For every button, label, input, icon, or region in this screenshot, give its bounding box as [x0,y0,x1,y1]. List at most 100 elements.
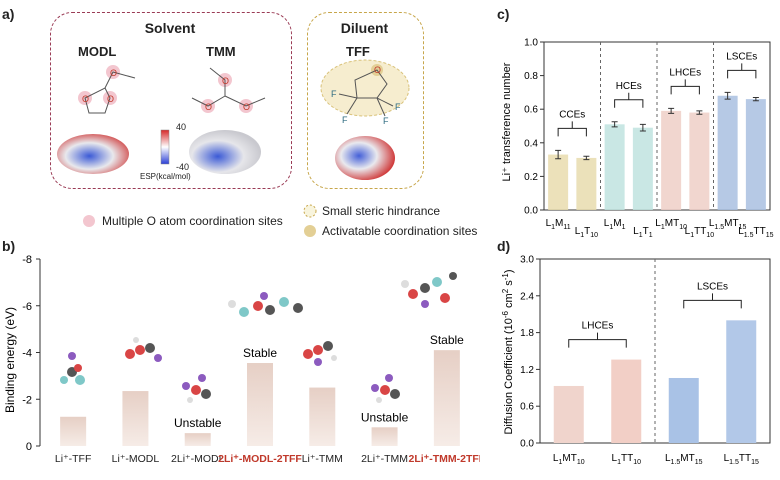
bar [726,320,757,443]
x-tick-label: 2Li⁺-MODL [171,453,225,465]
panel-d-label: d) [497,238,511,254]
y-tick-label: 0.0 [524,206,538,217]
molecule-illustrations [60,272,457,403]
error-bar [639,123,646,132]
bar [548,154,569,210]
bar [122,391,149,446]
panel-c-label: c) [497,6,510,22]
y-tick-label: 0.6 [520,402,534,413]
tan-site-legend-icon [304,225,316,237]
y-tick-label: -6 [22,301,32,313]
f-atom-label: F [342,115,348,125]
panel-a-label: a) [2,6,15,22]
bar [668,377,699,443]
x-tick-label: L1MT10 [655,218,687,231]
binding-energy-chart: Binding energy (eV) 0 -2 -4 -6 -8 Li⁺-TFF Li⁺… [3,254,480,465]
dashed-circle-legend-icon [303,204,317,218]
y-tick-label: -8 [22,254,32,266]
x-tick-label: L1M1 [604,218,626,231]
svg-text:LHCEs: LHCEs [582,321,614,332]
o-atom-label: O [222,76,229,86]
bar [433,350,460,446]
f-atom-label: F [331,89,337,99]
o-atom-label: O [205,102,212,112]
legend-small-steric-hindrance: Small steric hindrance [322,204,441,218]
error-bar [724,91,731,100]
y-tick-label: 0.2 [524,172,538,183]
x-tick-label: L1T1 [633,226,653,239]
modl-esp-surface [57,134,129,174]
tmm-esp-surface [189,130,261,174]
o-atom-label: O [82,94,89,104]
x-tick-label: Li⁺-TMM [302,453,343,465]
error-bar [668,107,675,114]
x-tick-label: L1TT10 [685,226,715,239]
f-atom-label: F [383,116,389,126]
error-bar [583,155,590,161]
f-atom-label: F [395,102,401,112]
bar [553,385,584,443]
y-tick-label: 0.4 [524,138,538,149]
tff-esp-surface [335,136,395,180]
x-tick-label: L1TT10 [612,453,642,466]
y-tick-label: 0.8 [524,71,538,82]
esp-max-label: 40 [176,122,187,132]
group-bracket: LHCEs [669,67,701,95]
y-tick-label: 3.0 [520,255,534,266]
bar [717,95,738,210]
diffusion-coefficient-chart: Diffusion Coefficient (10-6 cm2 s-1) 0.0… [501,255,771,466]
y-axis-label: Diffusion Coefficient (10-6 cm2 s-1) [501,269,515,434]
svg-text:CCEs: CCEs [559,109,585,120]
x-tick-label: Li⁺-TFF [55,453,91,465]
bar [371,427,398,446]
o-atom-label: O [110,68,117,78]
esp-min-label: -40 [176,162,190,172]
esp-unit-label: ESP(kcal/mol) [140,172,191,181]
group-bracket: HCEs [614,81,644,108]
pink-site-legend-icon [83,215,95,227]
tmm-label: TMM [206,44,236,59]
error-bar [696,110,703,115]
y-tick-label: 2.4 [520,291,534,302]
y-tick-label: 0.6 [524,105,538,116]
svg-text:LHCEs: LHCEs [669,67,701,78]
bar [611,359,642,443]
legend-multiple-o-sites: Multiple O atom coordination sites [102,214,283,228]
esp-surfaces [57,129,261,174]
transference-number-chart: Li⁺ transference number 0.0 0.2 0.4 0.6 0.8 1… [501,38,774,240]
x-tick-label: L1MT10 [553,453,585,466]
x-tick-label: 2Li⁺-TMM-2TFF [409,453,480,465]
svg-text:HCEs: HCEs [616,81,642,92]
bar-annotation: Unstable [174,416,222,430]
bar [661,110,682,210]
tmm-structure: O O O [191,67,266,113]
svg-text:LSCEs: LSCEs [697,281,728,292]
y-tick-label: 1.2 [520,365,534,376]
y-tick-label: 1.8 [520,328,534,339]
y-axis-label: Li⁺ transference number [501,62,513,181]
x-tick-label: 2Li⁺-MODL-2TFF [218,453,302,465]
o-atom-label: O [243,102,250,112]
group-bracket: LHCEs [568,321,627,348]
tff-structure: O F F F F [320,59,410,126]
svg-text:LSCEs: LSCEs [726,51,757,62]
bar-annotation: Stable [243,346,277,360]
y-tick-label: 1.0 [524,38,538,49]
tff-label: TFF [346,44,370,59]
bar [576,157,597,210]
y-tick-label: -2 [22,394,32,406]
y-tick-label: 0 [26,441,32,453]
o-atom-label: O [374,65,381,75]
x-tick-label: L1.5MT15 [665,453,703,466]
x-tick-label: L1.5MT15 [709,218,747,231]
esp-colorbar [160,129,170,165]
x-tick-label: 2Li⁺-TMM [361,453,408,465]
bar [247,363,273,446]
modl-label: MODL [78,44,117,59]
bar [632,127,653,210]
bar-annotation: Stable [430,333,464,347]
o-atom-label: O [107,94,114,104]
x-tick-label: L1.5TT15 [738,226,773,239]
x-tick-label: L1.5TT15 [724,453,759,466]
panel-b-label: b) [2,238,16,254]
